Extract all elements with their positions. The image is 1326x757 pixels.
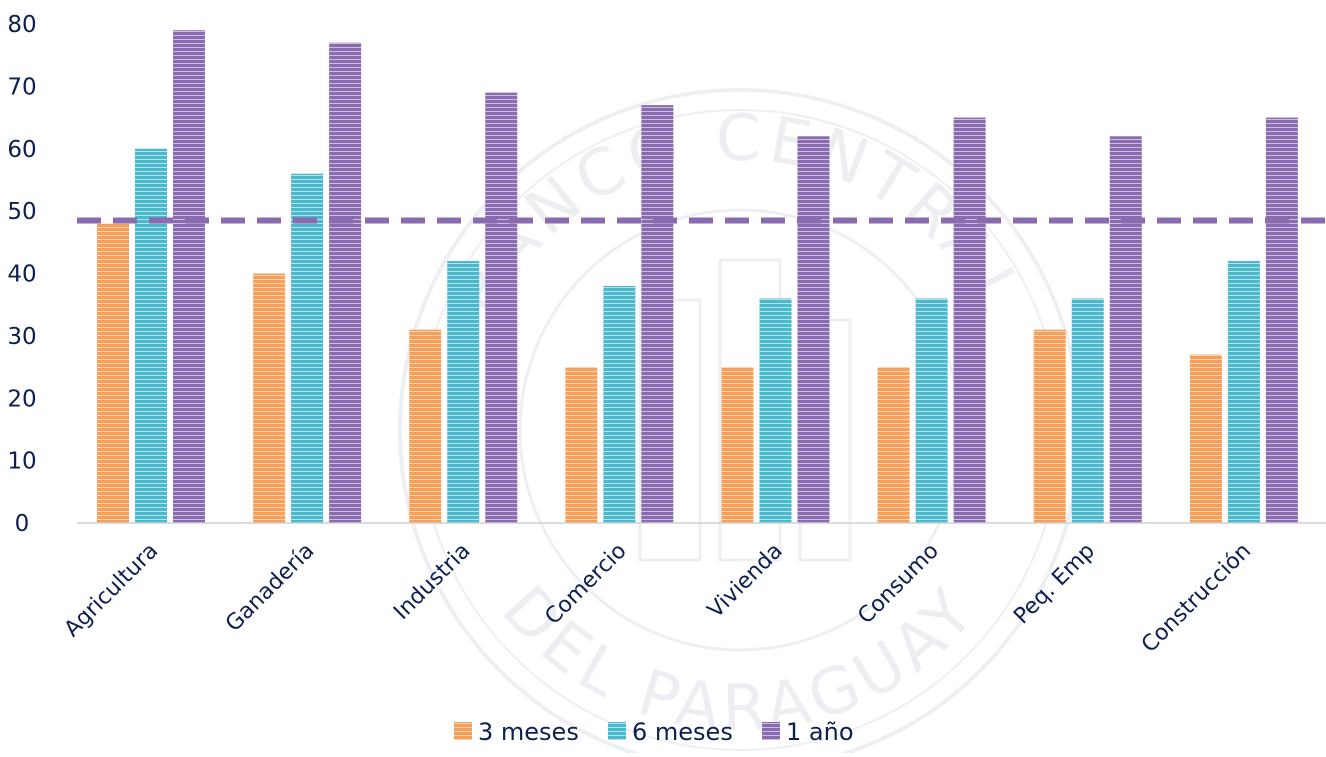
- category-label: Agricultura: [60, 539, 164, 643]
- bar-2-1: [329, 42, 362, 524]
- bar-1-3: [603, 285, 636, 523]
- bar-2-0: [173, 30, 205, 524]
- bar-0-5: [877, 367, 910, 523]
- bar-1-0: [135, 148, 167, 523]
- y-tick-label: 0: [15, 511, 30, 537]
- legend-label: 1 año: [786, 718, 854, 746]
- bar-0-1: [253, 273, 286, 523]
- bar-0-4: [721, 367, 754, 523]
- bar-0-2: [409, 329, 442, 523]
- y-tick-label: 40: [7, 262, 36, 288]
- bar-2-5: [953, 117, 986, 523]
- y-tick-label: 10: [7, 449, 36, 475]
- bar-2-4: [797, 136, 830, 523]
- bars-group: [97, 30, 1298, 524]
- category-label: Peq. Emp: [1009, 539, 1100, 630]
- legend-swatch: [454, 722, 472, 740]
- bar-1-1: [291, 173, 324, 523]
- category-label: Vivienda: [703, 539, 788, 624]
- bar-2-3: [641, 105, 674, 524]
- legend: 3 meses 6 meses 1 año: [454, 718, 854, 746]
- category-label: Construcción: [1137, 539, 1256, 658]
- category-label: Ganadería: [221, 539, 319, 637]
- y-tick-label: 50: [7, 199, 36, 225]
- bar-1-2: [447, 261, 480, 523]
- bar-0-6: [1033, 329, 1066, 523]
- bar-0-0: [97, 223, 129, 523]
- category-label: Industria: [389, 539, 475, 625]
- category-label: Comercio: [540, 539, 631, 630]
- y-tick-label: 80: [7, 12, 36, 38]
- bar-1-7: [1227, 261, 1260, 523]
- y-tick-label: 60: [7, 137, 36, 163]
- bar-0-7: [1189, 354, 1222, 523]
- bar-1-4: [759, 298, 792, 523]
- legend-label: 3 meses: [478, 718, 579, 746]
- bar-1-5: [915, 298, 948, 523]
- y-tick-label: 70: [7, 74, 36, 100]
- legend-swatch: [762, 722, 780, 740]
- y-axis: 0 10 20 30 40 50 60 70 80: [7, 12, 36, 537]
- x-axis: Agricultura Ganadería Industria Comercio Viv…: [60, 539, 1256, 658]
- legend-label: 6 meses: [632, 718, 733, 746]
- y-tick-label: 30: [7, 324, 36, 350]
- bar-2-2: [485, 92, 518, 524]
- bar-1-6: [1071, 298, 1104, 523]
- bar-2-6: [1109, 136, 1142, 523]
- bar-2-7: [1265, 117, 1298, 523]
- bar-0-3: [565, 367, 598, 523]
- y-tick-label: 20: [7, 386, 36, 412]
- svg-text:BANCO CENTRAL: BANCO CENTRAL: [442, 102, 1039, 328]
- legend-swatch: [608, 722, 626, 740]
